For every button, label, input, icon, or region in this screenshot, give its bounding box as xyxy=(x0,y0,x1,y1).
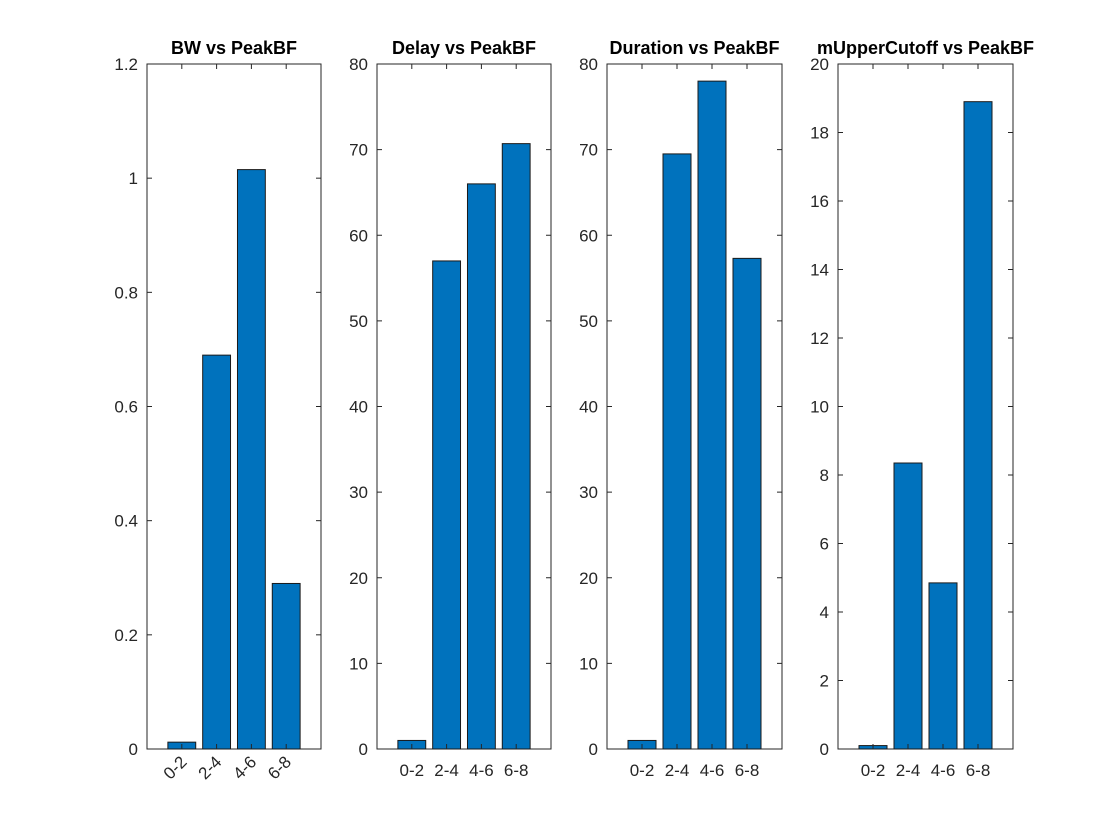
chart-1-xtick-label: 6-8 xyxy=(264,752,295,783)
chart-3-ytick-label: 10 xyxy=(579,654,598,673)
chart-1-xtick-label: 4-6 xyxy=(229,752,260,783)
chart-1-ytick-label: 0.6 xyxy=(114,398,138,417)
chart-4-ytick-label: 18 xyxy=(810,124,829,143)
chart-2-ytick-label: 30 xyxy=(349,483,368,502)
chart-4-bar-6-8 xyxy=(963,101,993,750)
chart-1-title: BW vs PeakBF xyxy=(171,38,297,58)
chart-1-ytick-label: 0.2 xyxy=(114,626,138,645)
chart-2-ytick-label: 70 xyxy=(349,141,368,160)
chart-2-ytick-label: 10 xyxy=(349,654,368,673)
chart-4-xtick-label: 4-6 xyxy=(931,761,956,780)
chart-3-xtick-label: 6-8 xyxy=(735,761,760,780)
chart-3-ytick-label: 50 xyxy=(579,312,598,331)
chart-4-ytick-label: 0 xyxy=(820,740,829,759)
chart-2-bar-2-4 xyxy=(432,260,462,750)
chart-2-xtick-label: 4-6 xyxy=(469,761,494,780)
chart-4-title: mUpperCutoff vs PeakBF xyxy=(817,38,1034,58)
chart-4-ytick-label: 4 xyxy=(820,603,829,622)
chart-3-ytick-label: 30 xyxy=(579,483,598,502)
chart-1-ytick-label: 1 xyxy=(129,169,138,188)
chart-2-ytick-label: 80 xyxy=(349,55,368,74)
chart-1-ytick-label: 0.4 xyxy=(114,512,138,531)
chart-3-xtick-label: 4-6 xyxy=(700,761,725,780)
chart-3-ytick-label: 40 xyxy=(579,398,598,417)
chart-3-xtick-label: 2-4 xyxy=(665,761,690,780)
chart-1-ytick-label: 0.8 xyxy=(114,283,138,302)
chart-4-ytick-label: 10 xyxy=(810,398,829,417)
chart-1-bar-2-4 xyxy=(202,354,232,750)
chart-3-bar-2-4 xyxy=(662,153,692,750)
chart-4-xtick-label: 6-8 xyxy=(966,761,991,780)
chart-4-ytick-label: 6 xyxy=(820,535,829,554)
chart-2-title: Delay vs PeakBF xyxy=(392,38,536,58)
chart-1-ytick-label: 0 xyxy=(129,740,138,759)
chart-3-ytick-label: 20 xyxy=(579,569,598,588)
chart-2-xtick-label: 6-8 xyxy=(504,761,529,780)
chart-2-bar-4-6 xyxy=(466,183,496,750)
chart-4-bar-4-6 xyxy=(928,582,958,750)
chart-2-xtick-label: 0-2 xyxy=(400,761,425,780)
chart-2-ytick-label: 40 xyxy=(349,398,368,417)
chart-2-ytick-label: 0 xyxy=(359,740,368,759)
chart-4-ytick-label: 14 xyxy=(810,261,829,280)
chart-4-xtick-label: 2-4 xyxy=(896,761,921,780)
chart-3-ytick-label: 60 xyxy=(579,226,598,245)
chart-3-ytick-label: 70 xyxy=(579,141,598,160)
chart-4-ytick-label: 8 xyxy=(820,466,829,485)
chart-1-bar-4-6 xyxy=(236,169,266,750)
chart-4-ytick-label: 16 xyxy=(810,192,829,211)
chart-4-ytick-label: 12 xyxy=(810,329,829,348)
chart-2-xtick-label: 2-4 xyxy=(434,761,459,780)
chart-2-ytick-label: 50 xyxy=(349,312,368,331)
chart-1-bar-6-8 xyxy=(271,582,301,750)
chart-4-bar-2-4 xyxy=(893,462,923,750)
chart-1-xtick-label: 0-2 xyxy=(160,752,191,783)
chart-4-ytick-label: 2 xyxy=(820,672,829,691)
chart-3-title: Duration vs PeakBF xyxy=(609,38,779,58)
chart-3-ytick-label: 0 xyxy=(589,740,598,759)
chart-4-ytick-label: 20 xyxy=(810,55,829,74)
chart-3-xtick-label: 0-2 xyxy=(630,761,655,780)
chart-3-bar-4-6 xyxy=(697,80,727,750)
chart-1-ytick-label: 1.2 xyxy=(114,55,138,74)
chart-1-xtick-label: 2-4 xyxy=(195,752,226,783)
chart-2-ytick-label: 20 xyxy=(349,569,368,588)
chart-3-ytick-label: 80 xyxy=(579,55,598,74)
chart-2-bar-6-8 xyxy=(501,143,531,750)
chart-2-ytick-label: 60 xyxy=(349,226,368,245)
chart-3-bar-6-8 xyxy=(732,257,762,750)
chart-4-xtick-label: 0-2 xyxy=(861,761,886,780)
